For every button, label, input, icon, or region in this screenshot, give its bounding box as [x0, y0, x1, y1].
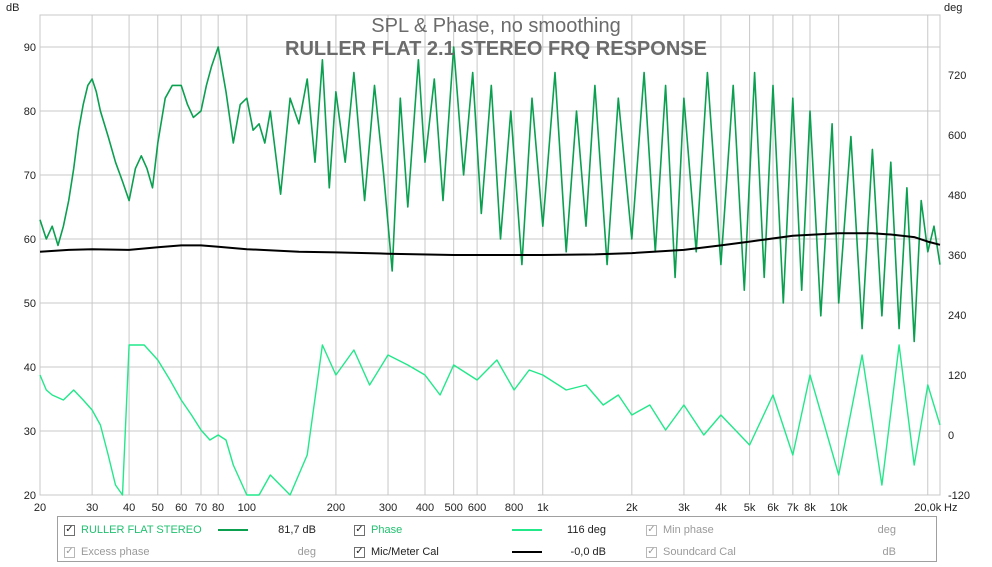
- legend-min-phase-checkbox[interactable]: ✓: [646, 524, 657, 536]
- chart-title: SPL & Phase, no smoothing: [371, 15, 620, 37]
- y-left-tick-label: 60: [24, 234, 36, 246]
- chart-subtitle: RULLER FLAT 2.1 STEREO FRQ RESPONSE: [285, 38, 707, 60]
- y-right-unit: deg: [944, 2, 962, 14]
- legend-phase-swatch: [512, 529, 542, 531]
- legend-row-1: ✓ RULLER FLAT STEREO 81,7 dB ✓ Phase 116…: [58, 519, 936, 541]
- legend-spl-value: 81,7 dB: [278, 524, 316, 536]
- legend-item-min-phase[interactable]: ✓ Min phase: [646, 519, 714, 541]
- x-tick-label: 50: [152, 502, 164, 512]
- y-right-tick-label: 0: [948, 430, 954, 442]
- legend-item-phase[interactable]: ✓ Phase: [354, 519, 402, 541]
- series: [39, 46, 941, 496]
- y-left-tick-label: 90: [24, 42, 36, 54]
- legend-mic-cal-checkbox[interactable]: ✓: [354, 546, 365, 558]
- x-tick-label: 10k: [830, 502, 848, 512]
- y-right-tick-label: 360: [948, 250, 966, 262]
- y-left-tick-label: 20: [24, 490, 36, 502]
- y-left-tick-label: 30: [24, 426, 36, 438]
- y-right-tick-label: -120: [948, 490, 970, 502]
- y-left-tick-label: 40: [24, 362, 36, 374]
- y-right-tick-label: 600: [948, 130, 966, 142]
- x-tick-label: 100: [238, 502, 256, 512]
- series-mic-cal-line: [39, 232, 941, 256]
- x-tick-label: 2k: [626, 502, 638, 512]
- legend-spl-checkbox[interactable]: ✓: [64, 524, 75, 536]
- x-tick-label: 500: [444, 502, 462, 512]
- legend-mic-cal-swatch: [512, 551, 542, 553]
- legend-item-spl[interactable]: ✓ RULLER FLAT STEREO: [64, 519, 202, 541]
- y-left-tick-label: 80: [24, 106, 36, 118]
- x-tick-label: 800: [505, 502, 523, 512]
- y-left-tick-label: 50: [24, 298, 36, 310]
- tick-labels: 20 30 40 50 60 70 80 100 200 300 400 500 600 800 1k 2k 3…: [24, 42, 970, 512]
- legend-item-excess-phase[interactable]: ✓ Excess phase: [64, 541, 149, 563]
- y-left-tick-label: 70: [24, 170, 36, 182]
- x-tick-label: 5k: [744, 502, 756, 512]
- x-tick-label: 60: [175, 502, 187, 512]
- legend-mic-cal-value: -0,0 dB: [570, 546, 606, 558]
- x-tick-label: 6k: [767, 502, 779, 512]
- legend-phase-value: 116 deg: [567, 524, 606, 536]
- y-right-tick-label: 720: [948, 70, 966, 82]
- series-phase-line: [39, 344, 941, 496]
- x-tick-label: 30: [86, 502, 98, 512]
- legend-soundcard-cal-value: dB: [882, 546, 896, 558]
- legend-excess-phase-checkbox[interactable]: ✓: [64, 546, 75, 558]
- legend-excess-phase-value: deg: [297, 546, 316, 558]
- x-tick-label: 70: [195, 502, 207, 512]
- legend-item-soundcard-cal[interactable]: ✓ Soundcard Cal: [646, 541, 736, 563]
- legend-item-mic-cal[interactable]: ✓ Mic/Meter Cal: [354, 541, 439, 563]
- legend-spl-swatch: [218, 529, 248, 531]
- x-tick-label: 600: [468, 502, 486, 512]
- legend-min-phase-value: deg: [877, 524, 896, 536]
- y-right-tick-label: 120: [948, 370, 966, 382]
- x-tick-label: 3k: [678, 502, 690, 512]
- legend-row-2: ✓ Excess phase deg ✓ Mic/Meter Cal -0,0 …: [58, 541, 936, 563]
- legend-min-phase-label: Min phase: [663, 524, 714, 536]
- x-tick-label: 1k: [537, 502, 549, 512]
- legend-excess-phase-label: Excess phase: [81, 546, 150, 558]
- x-tick-label: 4k: [715, 502, 727, 512]
- x-unit: Hz: [944, 502, 957, 512]
- x-tick-label: 40: [123, 502, 135, 512]
- x-tick-label: 300: [379, 502, 397, 512]
- x-tick-label: 8k: [804, 502, 816, 512]
- x-tick-label: 7k: [787, 502, 799, 512]
- y-left-unit: dB: [6, 2, 19, 14]
- legend-soundcard-cal-checkbox[interactable]: ✓: [646, 546, 657, 558]
- y-right-tick-label: 240: [948, 310, 966, 322]
- legend-soundcard-cal-label: Soundcard Cal: [663, 546, 736, 558]
- legend-mic-cal-label: Mic/Meter Cal: [371, 546, 439, 558]
- x-tick-label: 200: [327, 502, 345, 512]
- y-right-tick-label: 480: [948, 190, 966, 202]
- legend-panel: ✓ RULLER FLAT STEREO 81,7 dB ✓ Phase 116…: [57, 516, 937, 562]
- series-spl-line: [39, 46, 941, 343]
- x-tick-label: 20,0k: [914, 502, 941, 512]
- x-tick-label: 80: [212, 502, 224, 512]
- legend-phase-checkbox[interactable]: ✓: [354, 524, 365, 536]
- chart: 20 30 40 50 60 70 80 100 200 300 400 500 600 800 1k 2k 3…: [6, 2, 970, 512]
- x-tick-label: 20: [34, 502, 46, 512]
- legend-spl-label: RULLER FLAT STEREO: [81, 524, 202, 536]
- x-tick-label: 400: [416, 502, 434, 512]
- legend-phase-label: Phase: [371, 524, 403, 536]
